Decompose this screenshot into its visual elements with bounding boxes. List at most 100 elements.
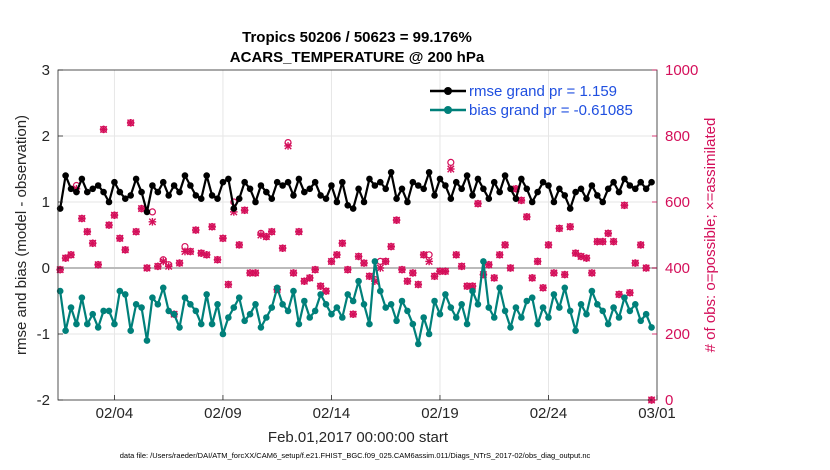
rmse-point — [648, 178, 655, 186]
legend-bias-marker — [444, 106, 452, 114]
obs-assimilated-marker — [354, 252, 363, 261]
obs-assimilated-marker — [99, 125, 108, 134]
obs-assimilated-marker — [333, 251, 341, 259]
obs-assimilated-marker — [197, 249, 206, 257]
rmse-point — [349, 205, 357, 212]
rmse-point — [376, 178, 384, 186]
rmse-point — [344, 202, 352, 209]
obs-assimilated-marker — [61, 254, 70, 262]
obs-assimilated-marker — [582, 254, 591, 262]
bias-point — [165, 307, 172, 315]
rmse-point — [89, 185, 97, 193]
obs-assimilated-marker — [533, 257, 542, 266]
rmse-point — [545, 182, 552, 189]
obs-assimilated-marker — [175, 259, 184, 267]
rmse-point — [604, 185, 612, 193]
bias-point — [100, 307, 107, 315]
bias-point — [268, 304, 276, 311]
rmse-point — [295, 175, 303, 183]
obs-assimilated-marker — [425, 257, 433, 266]
obs-assimilated-marker — [615, 290, 623, 299]
bias-point — [159, 284, 167, 292]
ticks: 02/04 02/09 02/14 02/19 02/24 03/01 -2 -1 0 1 2 3 0 2… — [37, 62, 699, 422]
bias-point — [127, 327, 135, 335]
bias-point — [317, 291, 324, 298]
obs-assimilated-marker — [577, 252, 585, 261]
bias-point — [187, 301, 194, 308]
bias-point — [279, 301, 286, 308]
bias-point — [105, 307, 113, 315]
obs-assimilated-marker — [137, 204, 146, 213]
rmse-point — [501, 172, 509, 179]
rmse-point — [583, 195, 590, 202]
rmse-point — [360, 198, 368, 206]
rmse-point — [203, 172, 210, 179]
bias-point — [89, 310, 97, 318]
x-tick-label: 02/04 — [96, 405, 134, 422]
rmse-point — [577, 185, 585, 193]
rmse-point — [518, 175, 525, 183]
bias-point — [436, 310, 444, 318]
rmse-point — [284, 178, 292, 186]
rmse-point — [409, 178, 417, 186]
bias-point — [398, 297, 406, 305]
bias-point — [523, 297, 531, 305]
rmse-point — [398, 185, 406, 193]
bias-point — [116, 287, 124, 295]
obs-assimilated-marker — [403, 277, 412, 285]
rmse-point — [442, 182, 449, 189]
y-tick-label: -2 — [37, 392, 50, 409]
obs-assimilated-marker — [164, 262, 173, 271]
bias-point — [588, 287, 596, 295]
rmse-point — [181, 172, 189, 179]
rmse-point — [382, 185, 390, 193]
rmse-point — [387, 169, 395, 176]
obs-assimilated-marker — [588, 269, 596, 277]
rmse-point — [480, 185, 487, 193]
rmse-point — [143, 208, 151, 216]
bias-point — [631, 301, 639, 308]
rmse-point — [279, 182, 286, 189]
obs-assimilated-marker — [284, 142, 292, 150]
bias-point — [594, 301, 601, 308]
rmse-point — [404, 198, 411, 206]
rmse-point — [463, 172, 471, 179]
x-tick-label: 03/01 — [638, 405, 676, 422]
rmse-point — [561, 192, 569, 199]
obs-assimilated-marker — [327, 257, 336, 266]
obs-assimilated-marker — [349, 310, 357, 318]
rmse-point — [474, 175, 482, 183]
obs-assimilated-marker — [414, 280, 423, 289]
bias-point — [425, 330, 433, 338]
rmse-point — [539, 178, 547, 186]
rmse-point — [100, 188, 107, 196]
bias-point — [73, 320, 80, 328]
obs-assimilated-marker — [463, 282, 471, 290]
obs-assimilated-marker — [88, 239, 97, 248]
rmse-point — [301, 188, 308, 196]
rmse-point — [642, 185, 650, 193]
obs-assimilated-marker — [566, 222, 574, 231]
bias-point — [382, 304, 390, 311]
obs-assimilated-marker — [56, 265, 64, 274]
x-axis-label: Feb.01,2017 00:00:00 start — [268, 429, 449, 446]
obs-assimilated-marker — [409, 269, 417, 277]
obs-assimilated-marker — [495, 251, 504, 259]
bias-point — [393, 317, 400, 325]
rmse-point — [420, 185, 427, 193]
bias-point — [301, 297, 308, 305]
rmse-point — [138, 188, 145, 196]
rmse-point — [469, 192, 476, 199]
bias-point — [387, 301, 395, 308]
rmse-point — [257, 182, 265, 189]
bias-point — [463, 320, 471, 328]
bias-point — [328, 310, 335, 318]
rmse-point — [290, 192, 297, 199]
bias-point — [452, 314, 460, 321]
y-right-tick-label: 400 — [665, 260, 690, 277]
y-tick-label: 1 — [42, 194, 50, 211]
bias-point — [626, 307, 634, 315]
rmse-point — [588, 182, 596, 189]
obs-assimilated-marker — [121, 246, 130, 254]
bias-point — [561, 284, 569, 292]
